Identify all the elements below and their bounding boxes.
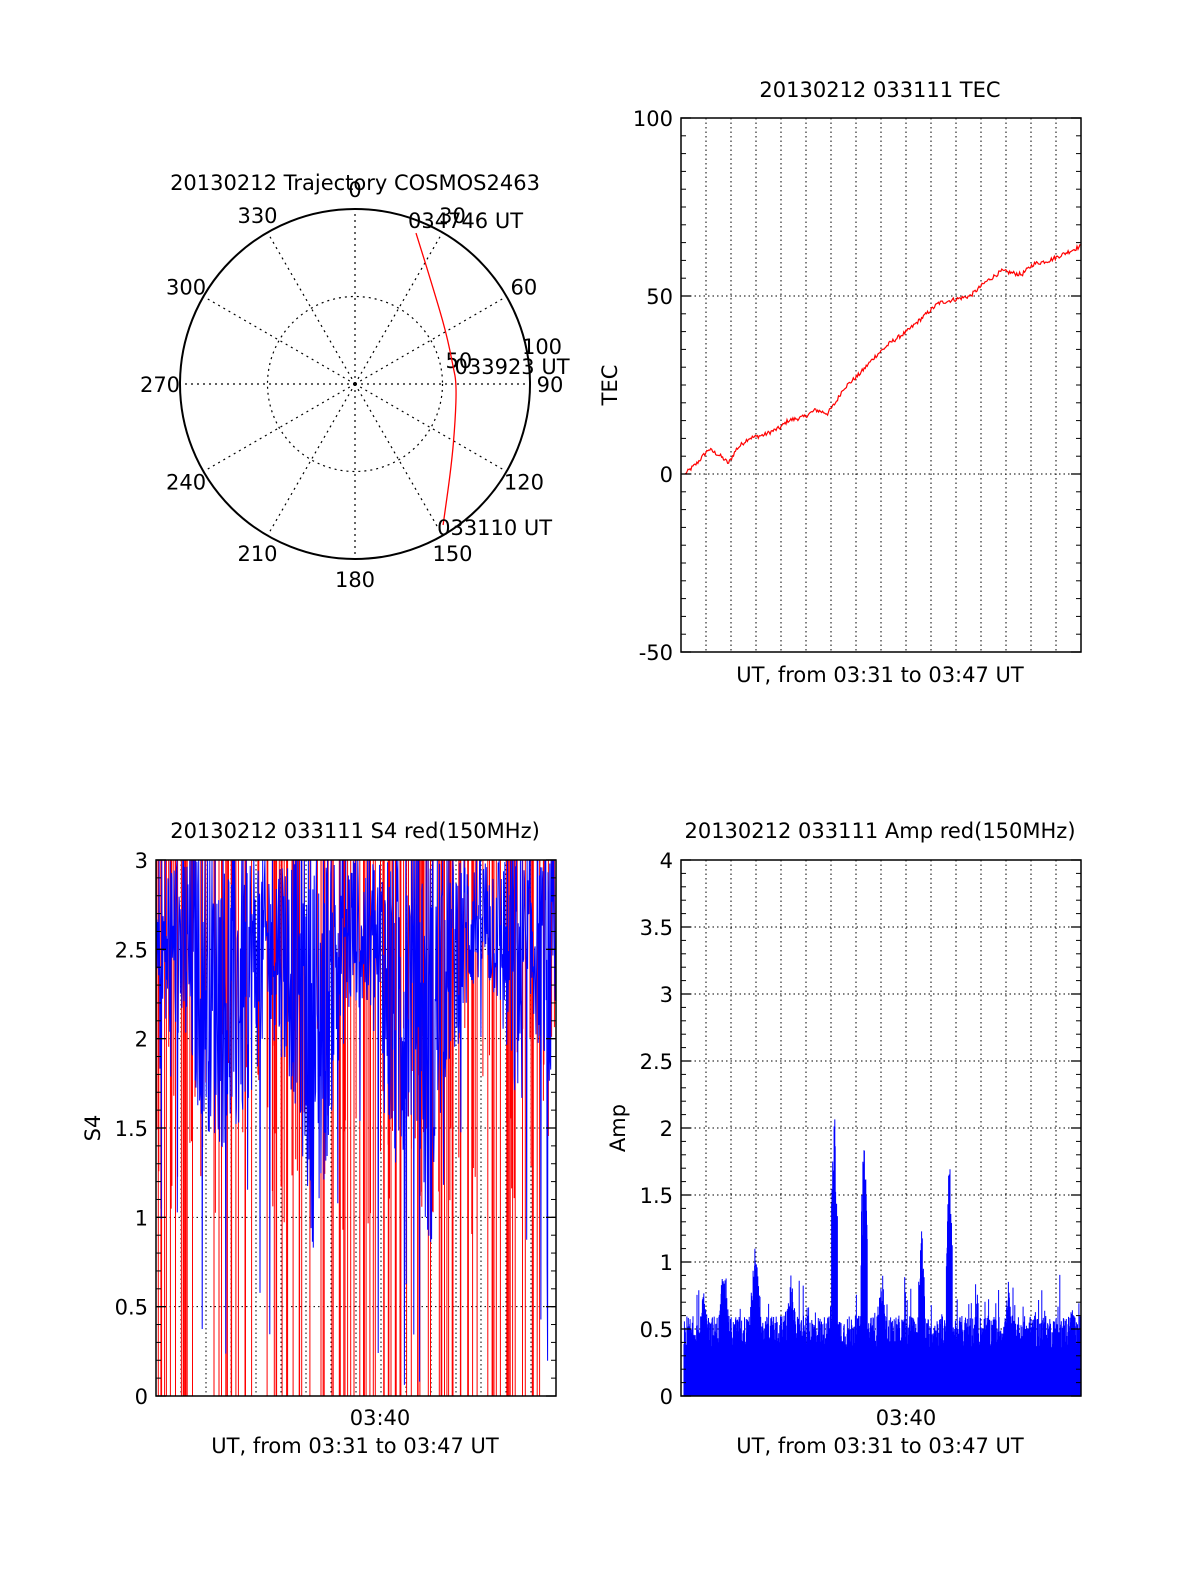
- s4-blue-series: [155, 859, 557, 1385]
- tec-ytick-label: 50: [646, 285, 673, 309]
- tec-series: [684, 243, 1082, 475]
- polar-angle-label: 180: [335, 568, 375, 592]
- amp-bars: [683, 1119, 1081, 1396]
- polar-angle-label: 240: [166, 471, 206, 495]
- polar-angle-label: 90: [537, 373, 564, 397]
- polar-angle-label: 120: [504, 471, 544, 495]
- amp-xlabel: UT, from 03:31 to 03:47 UT: [736, 1434, 1024, 1458]
- tec-line: [684, 243, 1082, 475]
- amp-ytick-label: 3: [660, 983, 673, 1007]
- polar-inner-circle: [266, 295, 444, 473]
- amp-ytick-label: 4: [660, 849, 673, 873]
- amp-ytick-label: 2.5: [640, 1050, 673, 1074]
- s4-xlabel: UT, from 03:31 to 03:47 UT: [211, 1434, 499, 1458]
- s4-title: 20130212 033111 S4 red(150MHz): [170, 819, 540, 843]
- polar-angle-label: 0: [348, 178, 361, 202]
- polar-spoke: [354, 295, 507, 385]
- amp-ytick-label: 1: [660, 1251, 673, 1275]
- s4-ytick-label: 0.5: [115, 1296, 148, 1320]
- polar-spoke: [266, 383, 356, 536]
- trajectory-time-label: 033110 UT: [437, 516, 552, 540]
- polar-trajectory-chart: 20130212 Trajectory COSMOS2463 0 30 60 90 12…: [140, 171, 570, 592]
- tec-chart: 20130212 033111 TEC 100 50 0 -50 UT, from 0…: [598, 78, 1082, 687]
- tec-ytick-label: 100: [633, 107, 673, 131]
- polar-spoke: [203, 295, 356, 385]
- amp-frame: [680, 859, 1082, 1397]
- amp-chart: 20130212 033111 Amp red(150MHz) 4 3.5 3 2.5…: [606, 819, 1082, 1458]
- tec-ylabel: TEC: [598, 365, 622, 407]
- polar-angle-labels: 0 30 60 90 120 150 180 210 240 270 300 330: [140, 178, 563, 592]
- s4-ytick-label: 1.5: [115, 1117, 148, 1141]
- s4-chart: 20130212 033111 S4 red(150MHz) 3 2.5 2 1.5 1…: [81, 819, 557, 1458]
- polar-trajectory: 034746 UT 033923 UT 033110 UT: [408, 209, 570, 540]
- polar-angle-label: 330: [237, 204, 277, 228]
- polar-angle-label: 270: [140, 373, 180, 397]
- polar-spoke: [203, 383, 356, 473]
- tec-title: 20130212 033111 TEC: [759, 78, 1000, 102]
- polar-spoke: [354, 383, 444, 536]
- tec-ytick-label: 0: [660, 463, 673, 487]
- polar-angle-label: 300: [166, 276, 206, 300]
- polar-angle-label: 210: [237, 542, 277, 566]
- s4-ytick-label: 1: [135, 1206, 148, 1230]
- polar-angle-label: 150: [432, 542, 472, 566]
- amp-ylabel: Amp: [606, 1104, 630, 1152]
- trajectory-time-label: 033923 UT: [455, 355, 570, 379]
- polar-title: 20130212 Trajectory COSMOS2463: [170, 171, 540, 195]
- tec-ytick-label: -50: [639, 641, 673, 665]
- trajectory-time-label: 034746 UT: [408, 209, 523, 233]
- s4-ytick-label: 0: [135, 1385, 148, 1409]
- trajectory-line: [415, 232, 457, 526]
- amp-ytick-label: 1.5: [640, 1184, 673, 1208]
- tec-xlabel: UT, from 03:31 to 03:47 UT: [736, 663, 1024, 687]
- polar-radial-label: 100: [522, 335, 562, 359]
- s4-ylabel: S4: [81, 1115, 105, 1142]
- s4-ytick-label: 3: [135, 849, 148, 873]
- polar-spoke: [354, 232, 444, 385]
- tec-frame: [680, 117, 1082, 653]
- s4-frame: [155, 859, 557, 1397]
- s4-ytick-label: 2: [135, 1028, 148, 1052]
- s4-axis: 3 2.5 2 1.5 1 0.5 0: [115, 849, 557, 1409]
- tec-axis: 100 50 0 -50: [633, 107, 1082, 665]
- s4-xtick-0340: 03:40: [350, 1406, 411, 1430]
- amp-title: 20130212 033111 Amp red(150MHz): [684, 819, 1075, 843]
- polar-angle-label: 60: [511, 276, 538, 300]
- s4-series: [155, 859, 557, 1396]
- amp-ytick-label: 3.5: [640, 916, 673, 940]
- tec-grid: [681, 118, 1081, 652]
- polar-grid: [179, 208, 531, 560]
- amp-xtick-0340: 03:40: [876, 1406, 937, 1430]
- amp-ytick-label: 2: [660, 1117, 673, 1141]
- amp-ytick-label: 0: [660, 1385, 673, 1409]
- polar-angle-label: 30: [439, 204, 466, 228]
- s4-ytick-label: 2.5: [115, 938, 148, 962]
- amp-series: [683, 1119, 1081, 1396]
- polar-spoke: [354, 383, 507, 473]
- amp-ytick-label: 0.5: [640, 1318, 673, 1342]
- polar-spoke: [266, 232, 356, 385]
- amp-axis: 4 3.5 3 2.5 2 1.5 1 0.5 0: [640, 849, 1082, 1409]
